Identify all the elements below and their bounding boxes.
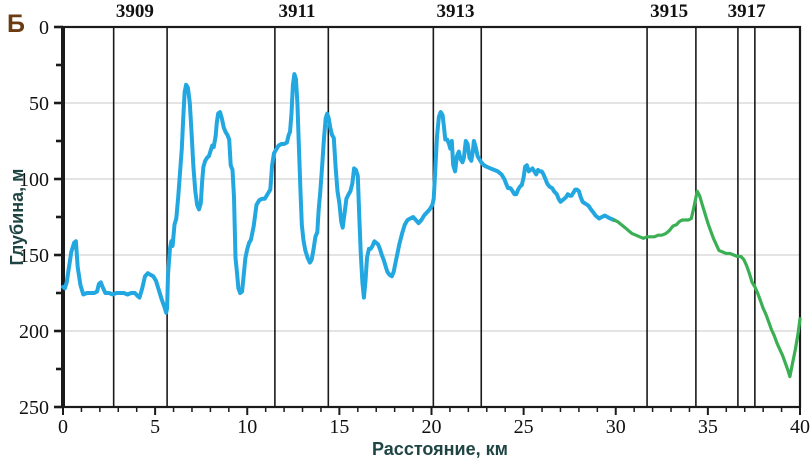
y-tick-label: 50 — [29, 93, 49, 115]
station-label: 3913 — [436, 1, 474, 22]
x-tick-label: 10 — [237, 416, 257, 438]
x-tick-label: 30 — [606, 416, 626, 438]
station-label: 3909 — [116, 1, 154, 22]
x-tick-label: 0 — [58, 416, 68, 438]
x-tick-label: 35 — [698, 416, 718, 438]
y-tick-label: 100 — [19, 169, 49, 191]
x-tick-label: 40 — [790, 416, 810, 438]
x-tick-label: 15 — [329, 416, 349, 438]
station-label: 3917 — [728, 1, 767, 22]
station-label: 3911 — [279, 1, 316, 22]
y-tick-label: 0 — [39, 17, 49, 39]
x-axis-title: Расстояние, км — [372, 439, 508, 459]
depth-profile-green — [612, 189, 802, 379]
plot-border — [61, 25, 802, 409]
depth-profile-blue — [61, 72, 616, 315]
y-tick-label: 250 — [19, 397, 49, 419]
x-tick-label: 20 — [422, 416, 442, 438]
x-tick-label: 5 — [150, 416, 160, 438]
y-axis-title: Глубина, м — [7, 168, 27, 266]
station-label: 3915 — [650, 1, 688, 22]
figure-panel-label: Б — [7, 10, 25, 38]
y-tick-label: 150 — [19, 245, 49, 267]
y-tick-label: 200 — [19, 321, 49, 343]
x-tick-label: 25 — [514, 416, 534, 438]
